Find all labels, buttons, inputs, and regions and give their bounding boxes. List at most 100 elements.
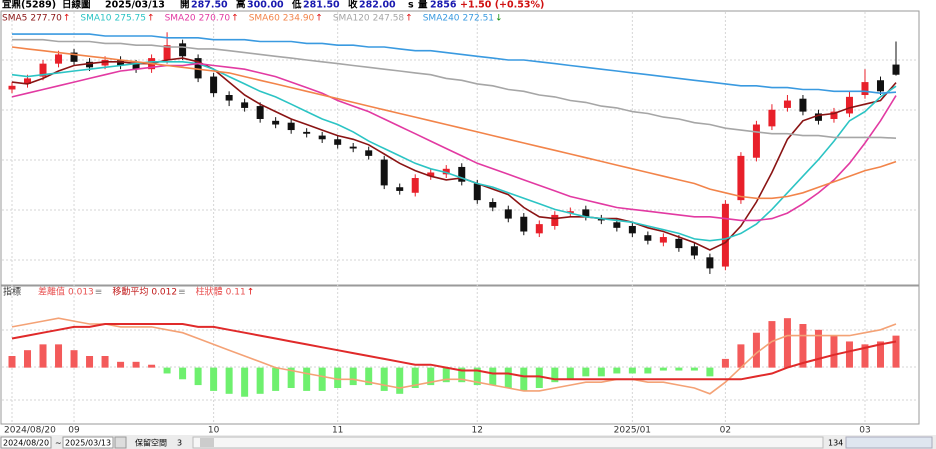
legend-arrow: ↑ <box>315 14 323 24</box>
candle-body <box>504 209 512 219</box>
legend-arrow: ↑ <box>63 14 71 24</box>
legend-arrow: ↑ <box>231 14 239 24</box>
histogram-bar <box>179 367 187 380</box>
histogram-bar <box>101 356 109 368</box>
histogram-bar <box>411 367 419 388</box>
legend-name: 柱狀體 <box>196 286 223 298</box>
field-value: 281.50 <box>303 0 340 11</box>
histogram-bar <box>225 367 233 394</box>
date-sep: ~ <box>55 439 62 448</box>
legend-arrow: ≡ <box>178 288 186 298</box>
histogram-bar <box>442 367 450 383</box>
legend-name: SMA5 <box>2 14 27 24</box>
histogram-bar <box>597 367 605 377</box>
candle-body <box>70 52 78 62</box>
histogram-bar <box>380 367 388 391</box>
candle-body <box>256 106 264 119</box>
histogram-bar <box>799 324 807 368</box>
histogram-bar <box>70 350 78 368</box>
legend-arrow: ↑ <box>247 288 255 298</box>
legend-value: 247.58 <box>373 14 405 24</box>
histogram-bar <box>132 361 140 368</box>
histogram-bar <box>675 367 683 371</box>
candle-body <box>272 120 280 125</box>
period: 日線圖 <box>62 0 91 11</box>
field-label: 收 <box>348 0 358 11</box>
candle-body <box>334 139 342 145</box>
histogram-bar <box>845 341 853 368</box>
histogram-bar <box>287 367 295 388</box>
histogram-bar <box>628 367 636 374</box>
field-value: 300.00 <box>247 0 284 11</box>
histogram-bar <box>892 335 900 368</box>
histogram-bar <box>8 356 16 368</box>
candle-body <box>396 187 404 191</box>
candle-body <box>225 95 233 101</box>
candle-body <box>520 216 528 232</box>
legend-name: SMA10 <box>80 14 111 24</box>
candle-body <box>675 238 683 249</box>
scrollbar[interactable] <box>192 436 824 449</box>
candle-body <box>628 225 636 234</box>
histogram-bar <box>256 367 264 394</box>
legend-name: 移動平均 <box>112 286 148 298</box>
legend-value: 275.75 <box>115 14 147 24</box>
candle-body <box>210 76 218 94</box>
legend-name: SMA20 <box>165 14 196 24</box>
histogram-bar <box>303 367 311 391</box>
legend-value: 0.11 <box>226 288 246 298</box>
histogram-bar <box>504 367 512 388</box>
flag: s <box>408 0 414 11</box>
candle-body <box>799 98 807 112</box>
indicator-panel <box>0 285 920 425</box>
histogram-bar <box>55 344 63 368</box>
x-tick-label: 12 <box>472 426 483 436</box>
histogram-bar <box>706 367 714 377</box>
histogram-bar <box>349 367 357 386</box>
zoom-controls[interactable] <box>845 436 933 449</box>
histogram-bar <box>566 367 574 380</box>
histogram-bar <box>458 367 466 383</box>
candle-body <box>613 222 621 228</box>
legend-value: 277.70 <box>30 14 62 24</box>
candle-body <box>861 82 869 96</box>
date: 2025/03/13 <box>105 0 165 11</box>
legend-value: 0.013 <box>68 288 94 298</box>
histogram-bar <box>86 356 94 368</box>
x-tick-label: 10 <box>208 426 220 436</box>
legend-name: SMA60 <box>249 14 280 24</box>
x-tick-label: 11 <box>332 426 343 436</box>
date-from-box[interactable] <box>0 436 52 449</box>
candle-body <box>473 183 481 201</box>
candle-body <box>365 150 373 156</box>
candle-body <box>101 59 109 66</box>
histogram-bar <box>814 329 822 368</box>
candle-body <box>318 135 326 140</box>
date-to-box[interactable] <box>62 436 114 449</box>
histogram-bar <box>39 344 47 368</box>
candle-body <box>241 102 249 108</box>
scroll-thumb[interactable] <box>200 438 214 447</box>
legend-value: 0.012 <box>151 288 177 298</box>
legend-value: 270.70 <box>199 14 231 24</box>
candle-body <box>24 78 32 84</box>
legend-arrow: ≡ <box>95 288 103 298</box>
candle-body <box>644 235 652 241</box>
histogram-bar <box>117 361 125 368</box>
histogram-bar <box>752 332 760 368</box>
candle-body <box>721 203 729 267</box>
legend-name: SMA240 <box>423 14 460 24</box>
candle-body <box>55 54 63 64</box>
candle-body <box>706 257 714 269</box>
ma-line <box>12 33 897 95</box>
apply-button[interactable] <box>114 436 127 449</box>
legend-arrow: ↑ <box>405 14 413 24</box>
candle-body <box>659 237 667 243</box>
candle-body <box>876 80 884 92</box>
histogram-bar <box>148 364 156 368</box>
candle-body <box>458 166 466 182</box>
histogram-bar <box>551 367 559 383</box>
histogram-bar <box>318 367 326 391</box>
